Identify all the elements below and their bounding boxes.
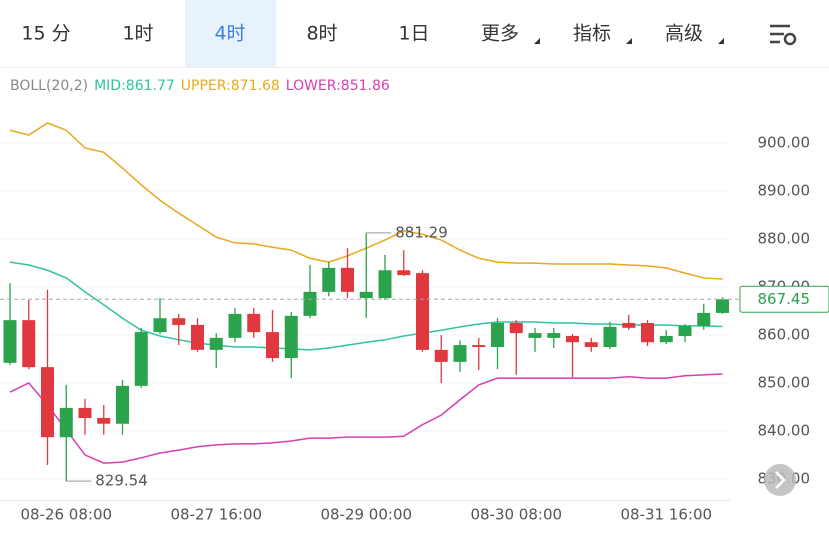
candle-body (3, 320, 17, 363)
candle-body (78, 407, 92, 418)
min-label: 829.54 (95, 472, 148, 490)
dropdown-arrow (626, 38, 632, 44)
tab[interactable]: 1时 (122, 23, 153, 45)
candle-body (209, 337, 223, 350)
candle-body (659, 335, 673, 343)
last-price-label: 867.45 (758, 290, 811, 308)
candle-body (603, 326, 617, 348)
candle-body (191, 324, 204, 350)
indicator-label: BOLL(20,2) (10, 78, 88, 94)
y-tick-label: 890.00 (758, 182, 811, 200)
candle-body (153, 318, 167, 333)
max-label: 881.29 (395, 223, 448, 241)
candle-body (41, 367, 54, 438)
candle-body (97, 417, 111, 424)
settings-icon[interactable] (770, 24, 797, 46)
y-tick-label: 900.00 (758, 134, 811, 152)
candle-body (509, 323, 523, 334)
candle-body (566, 335, 579, 343)
tab[interactable]: 4时 (214, 23, 245, 45)
x-tick-label: 08-31 16:00 (620, 506, 712, 524)
x-tick-label: 08-29 00:00 (320, 506, 412, 524)
tab[interactable]: 更多 (481, 23, 519, 45)
candle-body (116, 385, 129, 424)
tab[interactable]: 8时 (306, 23, 337, 45)
tab[interactable]: 指标 (573, 23, 611, 45)
candle-body (59, 407, 73, 438)
indicator-line (9, 261, 723, 351)
scroll-button[interactable] (764, 464, 796, 496)
x-tick-label: 08-27 16:00 (170, 506, 262, 524)
last-price-box (739, 285, 829, 313)
dropdown-arrow (718, 38, 724, 44)
candle-body (641, 323, 654, 343)
candle-body (22, 320, 36, 368)
legend-entry: LOWER:851.86 (286, 78, 390, 94)
candle-body (303, 291, 317, 316)
legend-entry: UPPER:871.68 (181, 78, 280, 94)
candle-body (622, 323, 636, 328)
candle-body (134, 332, 148, 386)
candle-body (584, 342, 598, 348)
tab[interactable]: 高级 (665, 23, 703, 45)
y-tick-label: 880.00 (758, 230, 811, 248)
candle-body (547, 333, 561, 338)
candle-body (472, 345, 486, 348)
indicator-line (9, 373, 723, 464)
legend-entry: MID:861.77 (94, 78, 175, 94)
y-tick-label: 850.00 (758, 373, 811, 391)
candle-body (322, 267, 336, 292)
candle-body (678, 325, 692, 336)
candle-body (416, 273, 429, 350)
candle-body (434, 349, 448, 362)
candle-body (228, 313, 242, 338)
candle-body (491, 323, 504, 348)
y-tick-label: 860.00 (758, 326, 811, 344)
candle-body (397, 270, 411, 276)
x-tick-label: 08-30 08:00 (470, 506, 562, 524)
candle-body (378, 270, 392, 299)
candle-body (266, 332, 279, 359)
dropdown-arrow (534, 38, 540, 44)
candle-body (341, 267, 354, 292)
y-tick-label: 840.00 (758, 421, 811, 439)
candle-body (172, 318, 186, 325)
candle-body (453, 345, 467, 362)
tab[interactable]: 15 分 (21, 23, 70, 45)
candle-body (528, 333, 542, 338)
candle-body (284, 315, 298, 359)
x-tick-label: 08-26 08:00 (20, 506, 112, 524)
candle-body (247, 313, 261, 333)
candle-body (359, 291, 373, 299)
candle-body (716, 299, 729, 313)
selected-tab-bg (185, 0, 276, 67)
candle-body (697, 312, 711, 326)
tab[interactable]: 1日 (398, 23, 429, 45)
